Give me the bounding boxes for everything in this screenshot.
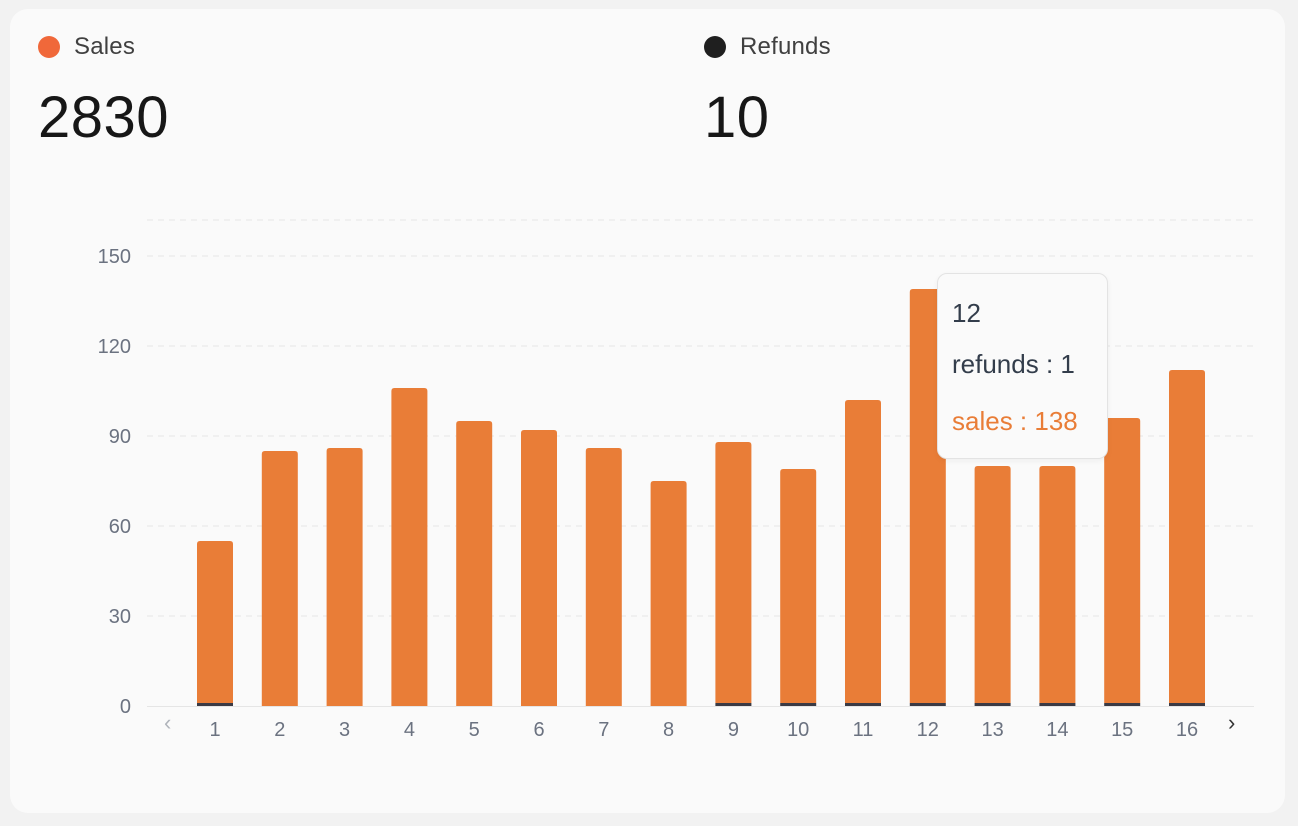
tooltip-title: 12 bbox=[952, 298, 981, 328]
sales-bar[interactable] bbox=[585, 448, 622, 706]
sales-legend[interactable]: Sales bbox=[38, 30, 169, 64]
x-tick-label: 7 bbox=[598, 719, 609, 741]
x-tick-label: 9 bbox=[728, 719, 739, 741]
x-tick-label: 2 bbox=[274, 719, 285, 741]
refunds-bar[interactable] bbox=[909, 703, 946, 706]
x-tick-label: 4 bbox=[404, 719, 415, 741]
y-tick-label: 150 bbox=[98, 246, 131, 268]
sales-bar[interactable] bbox=[326, 448, 363, 706]
chevron-left-icon[interactable]: ‹ bbox=[164, 710, 172, 735]
sales-bar[interactable] bbox=[1169, 370, 1205, 703]
sales-bar[interactable] bbox=[391, 388, 428, 706]
x-tick-label: 15 bbox=[1111, 719, 1133, 741]
refunds-bar[interactable] bbox=[845, 703, 881, 706]
sales-bar[interactable] bbox=[1104, 418, 1141, 703]
sales-bar[interactable] bbox=[261, 451, 298, 706]
chevron-right-icon[interactable]: › bbox=[1228, 710, 1236, 735]
sales-bar[interactable] bbox=[715, 442, 752, 703]
sales-bar[interactable] bbox=[974, 466, 1011, 703]
x-tick-label: 3 bbox=[339, 719, 350, 741]
y-tick-label: 60 bbox=[109, 516, 131, 538]
refunds-label: Refunds bbox=[740, 33, 831, 60]
sales-bar[interactable] bbox=[1039, 466, 1076, 703]
refunds-bar[interactable] bbox=[1104, 703, 1141, 706]
sales-bar[interactable] bbox=[456, 421, 493, 706]
refunds-bar[interactable] bbox=[974, 703, 1011, 706]
refunds-bar[interactable] bbox=[715, 703, 752, 706]
y-tick-label: 120 bbox=[98, 336, 131, 358]
refunds-legend[interactable]: Refunds bbox=[704, 30, 831, 64]
sales-summary: Sales 2830 bbox=[38, 30, 169, 151]
refunds-legend-dot bbox=[704, 36, 726, 58]
refunds-total-value: 10 bbox=[704, 85, 770, 150]
y-tick-label: 0 bbox=[120, 696, 131, 718]
refunds-bar[interactable] bbox=[197, 703, 233, 706]
sales-bar[interactable] bbox=[521, 430, 557, 706]
refunds-bar[interactable] bbox=[1169, 703, 1205, 706]
y-tick-label: 30 bbox=[109, 606, 131, 628]
x-tick-label: 5 bbox=[469, 719, 480, 741]
x-tick-label: 10 bbox=[787, 719, 809, 741]
sales-legend-dot bbox=[38, 36, 60, 58]
tooltip-refunds: refunds : 1 bbox=[952, 349, 1075, 379]
x-tick-label: 13 bbox=[981, 719, 1003, 741]
sales-bar[interactable] bbox=[909, 289, 946, 703]
x-tick-label: 8 bbox=[663, 719, 674, 741]
x-tick-label: 11 bbox=[853, 719, 874, 741]
x-tick-label: 16 bbox=[1176, 719, 1198, 741]
x-tick-label: 12 bbox=[917, 719, 939, 741]
refunds-bar[interactable] bbox=[780, 703, 817, 706]
tooltip-sales: sales : 138 bbox=[952, 406, 1078, 436]
x-tick-label: 1 bbox=[209, 719, 220, 741]
sales-bar[interactable] bbox=[845, 400, 881, 703]
x-tick-label: 6 bbox=[533, 719, 544, 741]
refunds-bar[interactable] bbox=[1039, 703, 1076, 706]
chart-tooltip: 12 refunds : 1 sales : 138 bbox=[937, 273, 1108, 459]
sales-label: Sales bbox=[74, 33, 136, 60]
sales-bar[interactable] bbox=[780, 469, 817, 703]
x-tick-label: 14 bbox=[1046, 719, 1068, 741]
y-tick-label: 90 bbox=[109, 426, 131, 448]
sales-total-value: 2830 bbox=[38, 85, 170, 150]
sales-bar[interactable] bbox=[650, 481, 687, 706]
refunds-summary: Refunds 10 bbox=[704, 30, 831, 151]
sales-bar[interactable] bbox=[197, 541, 233, 703]
